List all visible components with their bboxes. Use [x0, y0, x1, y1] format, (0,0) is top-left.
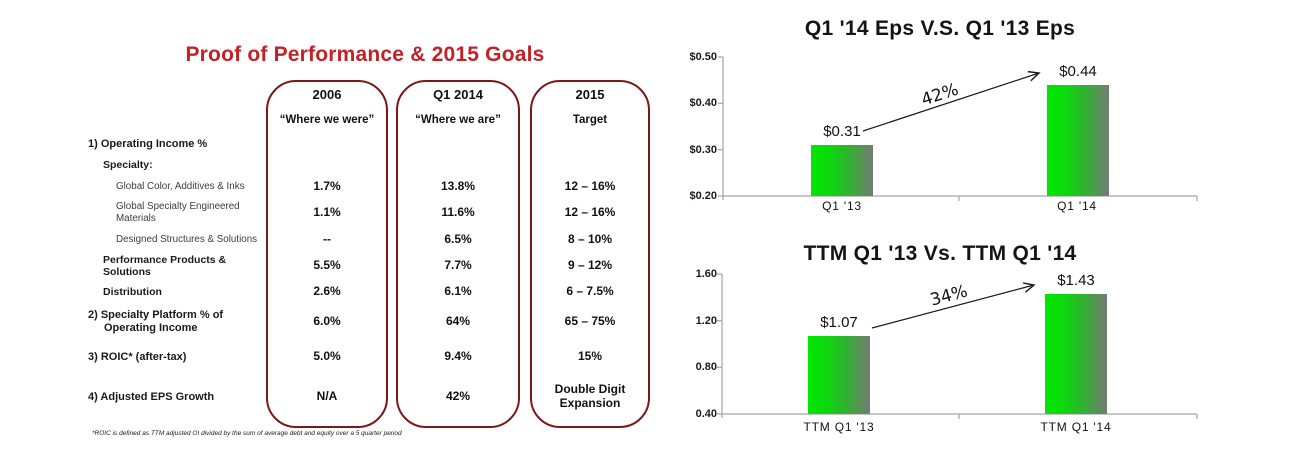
table-row: Specialty:	[85, 154, 651, 176]
row-label: 4) Adjusted EPS Growth	[88, 390, 215, 403]
row-value: 15%	[577, 349, 603, 364]
eps-ytick-1: $0.40	[689, 97, 717, 109]
table-title: Proof of Performance & 2015 Goals	[185, 43, 545, 66]
table-row: 1) Operating Income %	[85, 134, 651, 154]
row-value: 5.5%	[313, 258, 341, 273]
row-value: 65 – 75%	[564, 314, 616, 329]
row-value: 13.8%	[440, 179, 476, 194]
ttm-ytick-1: 1.20	[695, 315, 717, 327]
eps-chart-title: Q1 '14 Eps V.S. Q1 '13 Eps	[804, 17, 1076, 40]
table-header-row-subtitles: “Where we were” “Where we are” Target	[85, 108, 651, 134]
row-value: Double Digit Expansion	[554, 382, 626, 410]
eps-value-label-q1-14: $0.44	[1059, 63, 1097, 80]
ttm-bar-q1-13	[808, 336, 870, 414]
row-value: --	[323, 232, 331, 247]
column-subtitle-where-we-are: “Where we are”	[415, 114, 501, 127]
eps-bar-q1-13	[811, 145, 873, 196]
table-row: Distribution 2.6% 6.1% 6 – 7.5%	[85, 280, 651, 304]
eps-bar-q1-14	[1047, 85, 1109, 196]
eps-ytick-0: $0.50	[689, 51, 717, 63]
column-frame-2015	[530, 80, 650, 428]
eps-category-q1-14: Q1 '14	[1057, 199, 1097, 213]
ttm-ytick-3: 0.40	[695, 408, 717, 420]
row-label: Global Specialty Engineered Materials	[116, 201, 240, 224]
eps-category-q1-13: Q1 '13	[822, 199, 862, 213]
row-label: Specialty:	[103, 158, 153, 171]
eps-ytick-3: $0.20	[689, 190, 717, 202]
row-label: 3) ROIC* (after-tax)	[88, 350, 187, 363]
eps-ytick-2: $0.30	[689, 144, 717, 156]
row-value: 6.5%	[444, 232, 472, 247]
ttm-ytick-0: 1.60	[695, 268, 717, 280]
row-value: N/A	[316, 389, 338, 404]
ttm-chart-title: TTM Q1 '13 Vs. TTM Q1 '14	[803, 242, 1077, 265]
ttm-value-label-q1-13: $1.07	[820, 314, 858, 331]
ttm-ytick-2: 0.80	[695, 361, 717, 373]
column-header-2006: 2006	[312, 86, 342, 102]
table-row: Global Specialty Engineered Materials 1.1…	[85, 198, 651, 228]
table-row: 2) Specialty Platform % of Operating Inc…	[85, 304, 651, 340]
column-frame-2006	[266, 80, 388, 428]
eps-value-label-q1-13: $0.31	[823, 123, 861, 140]
roic-footnote: *ROIC is defined as TTM adjusted OI divi…	[92, 430, 402, 437]
ttm-chart-axes-and-arrow	[717, 273, 1198, 419]
row-value: 6.0%	[313, 314, 341, 329]
eps-chart-axes-and-arrow	[718, 56, 1198, 201]
table-row: Performance Products & Solutions 5.5% 7.7%…	[85, 252, 651, 280]
row-value: 11.6%	[441, 205, 475, 220]
column-subtitle-where-we-were: “Where we were”	[279, 114, 375, 127]
row-value: 12 – 16%	[564, 205, 616, 220]
row-label: Designed Structures & Solutions	[116, 234, 258, 246]
row-value: 9 – 12%	[567, 258, 613, 273]
row-value: 8 – 10%	[567, 232, 613, 247]
ttm-bar-q1-14	[1045, 294, 1107, 414]
table-row: 4) Adjusted EPS Growth N/A 42% Double Digit…	[85, 374, 651, 420]
row-value: 7.7%	[444, 258, 472, 273]
row-value: 64%	[445, 314, 471, 329]
ttm-value-label-q1-14: $1.43	[1057, 272, 1095, 289]
row-value: 9.4%	[444, 349, 472, 364]
row-label: 1) Operating Income %	[88, 137, 208, 150]
row-value: 6 – 7.5%	[566, 284, 614, 299]
column-header-q1-2014: Q1 2014	[433, 86, 483, 102]
row-label: Distribution	[103, 285, 162, 298]
row-value: 12 – 16%	[564, 179, 616, 194]
column-header-2015: 2015	[575, 86, 605, 102]
row-value: 2.6%	[313, 284, 341, 299]
performance-table: 2006 Q1 2014 2015 “Where we were” “Where…	[85, 82, 651, 420]
row-value: 1.1%	[313, 205, 341, 220]
column-frame-q1-2014	[396, 80, 520, 428]
row-label: 2) Specialty Platform % of Operating Inc…	[88, 309, 224, 334]
row-label: Global Color, Additives & Inks	[116, 181, 245, 193]
row-value: 6.1%	[444, 284, 472, 299]
table-body: 1) Operating Income % Specialty: Global Co…	[85, 134, 651, 420]
ttm-category-q1-14: TTM Q1 '14	[1040, 420, 1112, 434]
row-label: Performance Products & Solutions	[103, 253, 227, 278]
table-row: Designed Structures & Solutions -- 6.5% 8 –…	[85, 228, 651, 252]
column-subtitle-target: Target	[572, 114, 608, 127]
row-value: 5.0%	[313, 349, 341, 364]
row-value: 1.7%	[313, 179, 341, 194]
ttm-category-q1-13: TTM Q1 '13	[803, 420, 875, 434]
table-row: 3) ROIC* (after-tax) 5.0% 9.4% 15%	[85, 340, 651, 374]
row-value: 42%	[445, 389, 471, 404]
table-row: Global Color, Additives & Inks 1.7% 13.8% 1…	[85, 176, 651, 198]
table-header-row-years: 2006 Q1 2014 2015	[85, 82, 651, 108]
